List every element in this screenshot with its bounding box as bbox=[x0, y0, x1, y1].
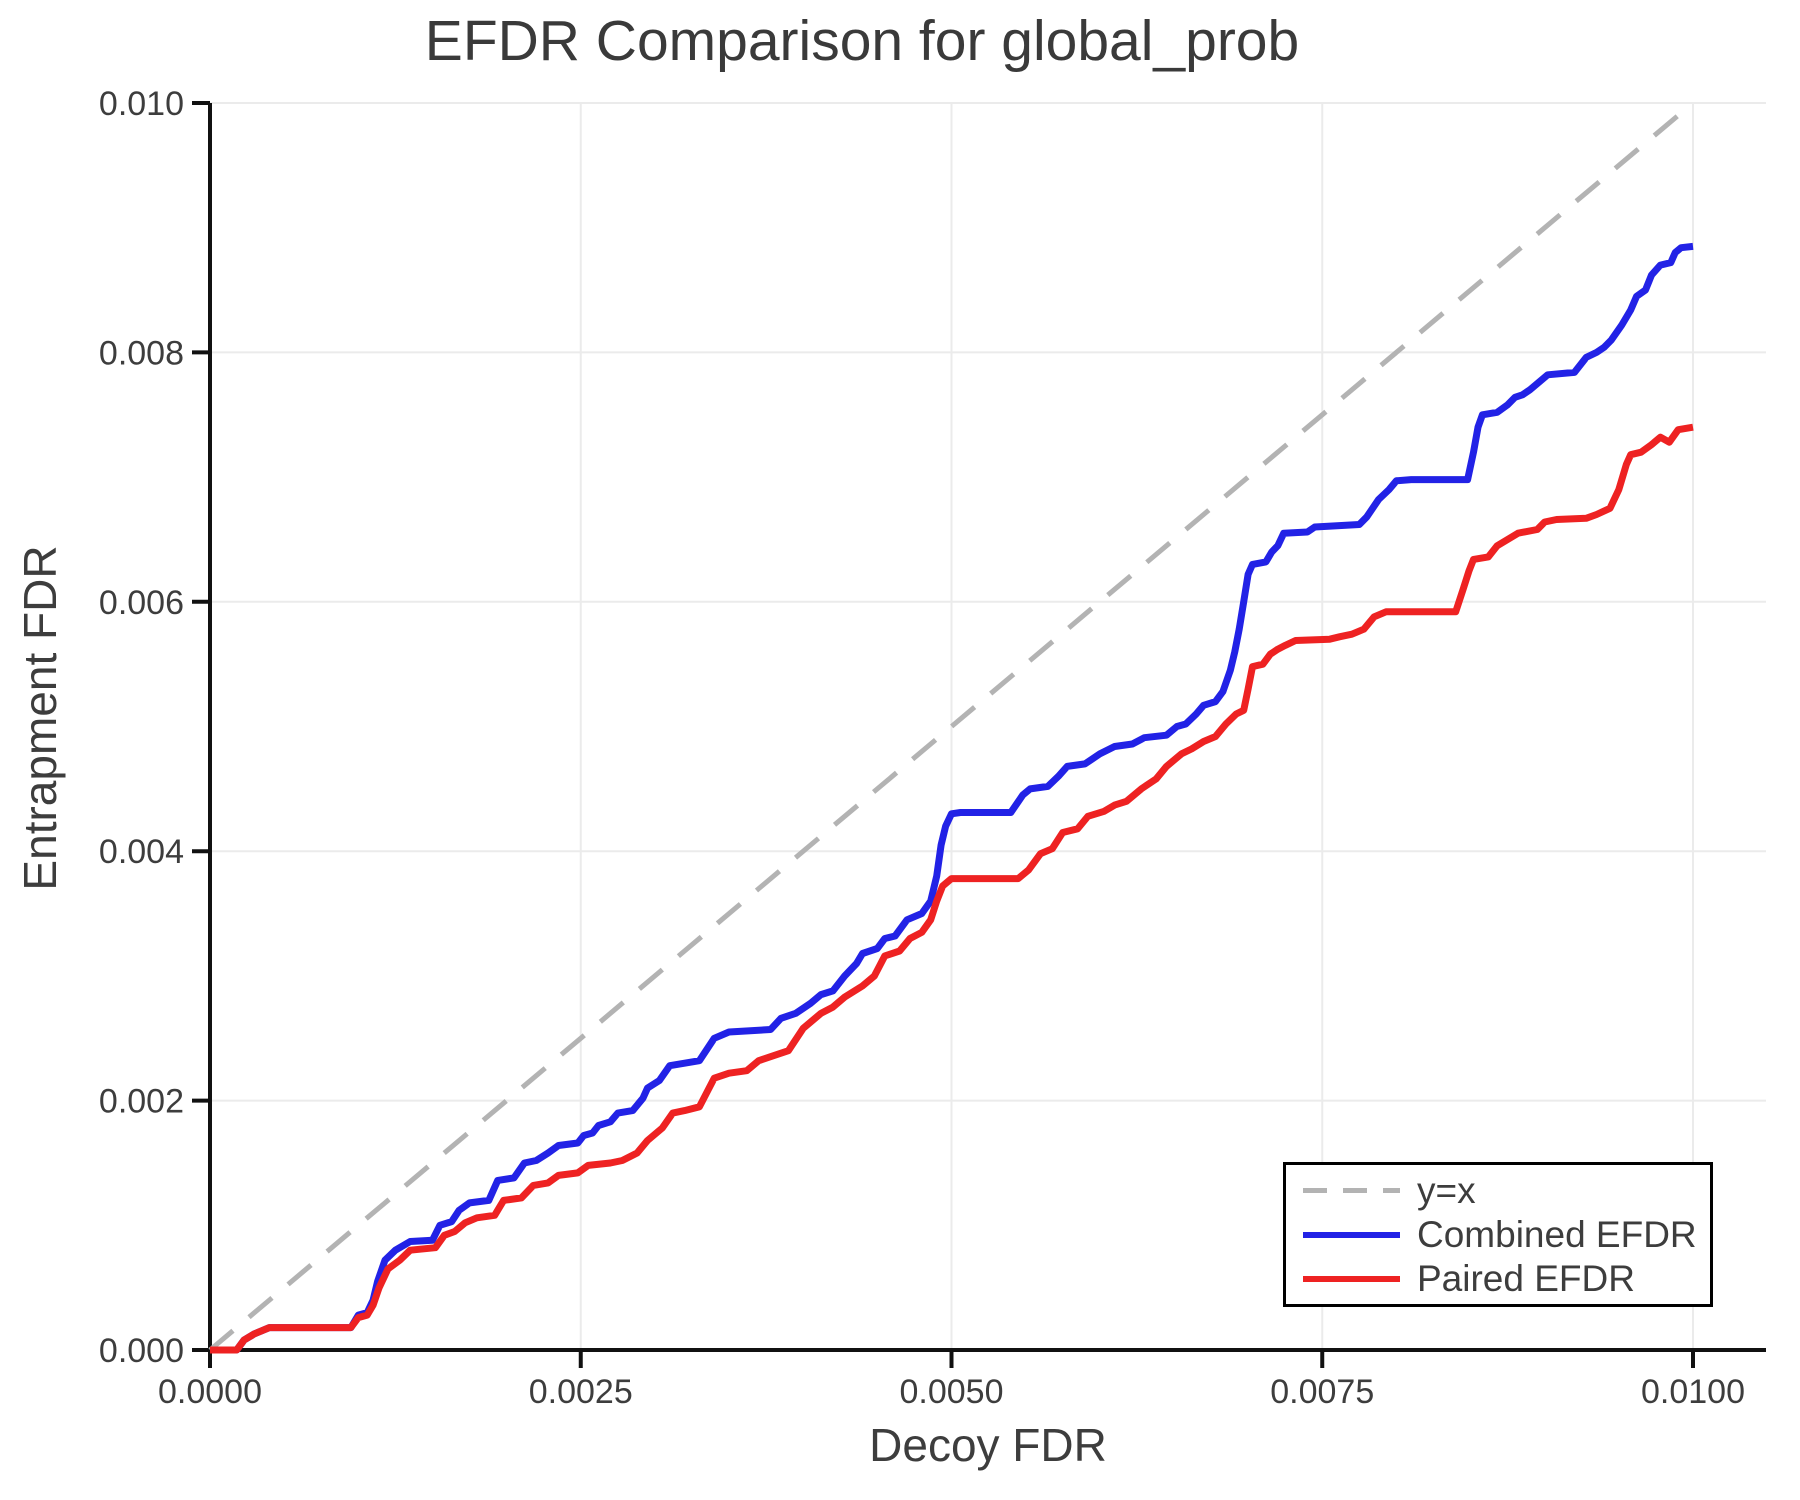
y-tick-label: 0.000 bbox=[99, 1332, 184, 1370]
legend-item-combined-efdr: Combined EFDR bbox=[1303, 1213, 1710, 1257]
legend-label: Paired EFDR bbox=[1417, 1258, 1635, 1299]
y-tick-label: 0.010 bbox=[99, 85, 184, 123]
legend-label: Combined EFDR bbox=[1417, 1214, 1697, 1255]
series-line-y-x bbox=[208, 101, 1695, 1352]
legend-item-yx: y=x bbox=[1303, 1169, 1710, 1213]
legend-label: y=x bbox=[1417, 1170, 1476, 1211]
x-tick-label: 0.0025 bbox=[529, 1373, 633, 1411]
legend: y=x Combined EFDR Paired EFDR bbox=[1283, 1162, 1713, 1307]
legend-item-paired-efdr: Paired EFDR bbox=[1303, 1257, 1710, 1301]
x-tick-label: 0.0075 bbox=[1270, 1373, 1374, 1411]
chart-title: EFDR Comparison for global_prob bbox=[424, 9, 1300, 73]
series-line-paired-efdr bbox=[210, 423, 1694, 1354]
y-tick-label: 0.006 bbox=[99, 584, 184, 622]
legend-swatch-blue-line bbox=[1303, 1231, 1400, 1238]
y-tick-label: 0.002 bbox=[99, 1083, 184, 1121]
x-axis-label: Decoy FDR bbox=[869, 1419, 1107, 1471]
x-tick-label: 0.0100 bbox=[1641, 1373, 1745, 1411]
legend-swatch-red-line bbox=[1303, 1275, 1400, 1282]
y-tick-label: 0.008 bbox=[99, 334, 184, 372]
series-line-combined-efdr bbox=[210, 242, 1694, 1354]
legend-swatch-dashed-line bbox=[1303, 1188, 1400, 1193]
y-axis-label: Entrapment FDR bbox=[14, 545, 66, 891]
x-tick-label: 0.0000 bbox=[158, 1373, 262, 1411]
x-tick-label: 0.0050 bbox=[900, 1373, 1004, 1411]
y-tick-label: 0.004 bbox=[99, 833, 184, 871]
